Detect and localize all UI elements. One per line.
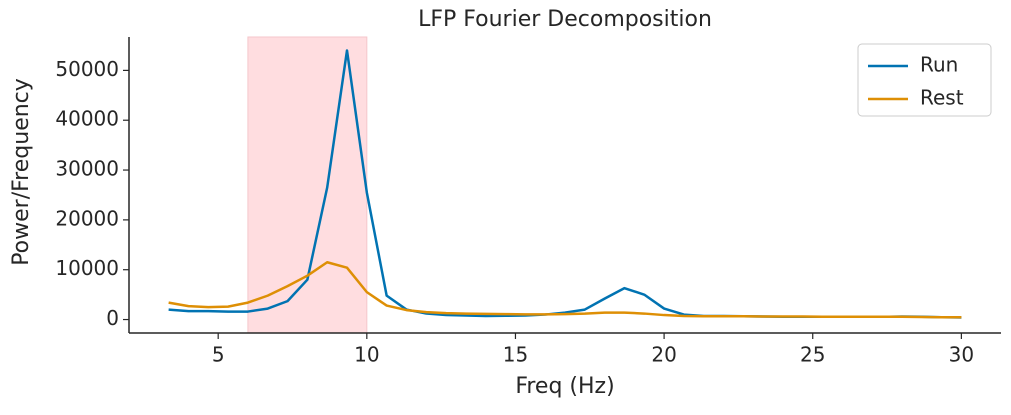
y-tick-label: 30000 <box>55 157 119 181</box>
line-series <box>168 260 962 319</box>
y-tick-label: 20000 <box>55 206 119 230</box>
x-tick-label: 5 <box>212 343 225 367</box>
y-tick-label: 50000 <box>55 57 119 81</box>
x-tick-label: 10 <box>354 343 379 367</box>
chart-title: LFP Fourier Decomposition <box>418 7 712 32</box>
x-tick-label: 15 <box>503 343 528 367</box>
y-tick-label: 40000 <box>55 107 119 131</box>
shaded-band <box>247 36 368 334</box>
x-tick-label: 20 <box>651 343 676 367</box>
y-tick-label: 0 <box>106 306 119 330</box>
legend: Run Rest <box>857 43 992 117</box>
y-tick-label: 10000 <box>55 256 119 280</box>
legend-label: Rest <box>920 86 964 110</box>
x-axis-label: Freq (Hz) <box>515 374 614 399</box>
x-tick-label: 25 <box>800 343 825 367</box>
legend-label: Run <box>920 53 958 77</box>
x-tick-label: 30 <box>949 343 974 367</box>
y-axis-label: Power/Frequency <box>9 78 34 266</box>
